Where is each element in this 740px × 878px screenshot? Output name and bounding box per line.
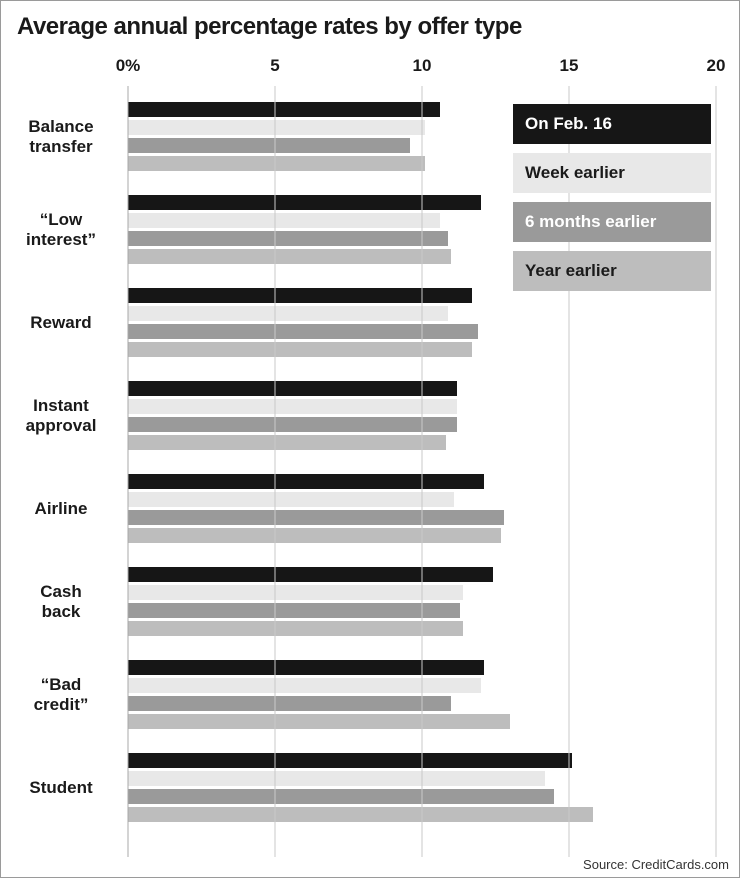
bar-group: Reward [30, 288, 716, 357]
bar [128, 714, 511, 729]
bar-group: Student [29, 753, 716, 822]
legend-item: Week earlier [513, 153, 711, 193]
bar [128, 156, 425, 171]
category-label: Cash back [40, 581, 82, 621]
bar-group: Balance transfer [28, 102, 716, 171]
axis-labels: 0% 5 10 15 20 [116, 53, 726, 83]
bar [128, 771, 546, 786]
bar [128, 120, 425, 135]
bar [128, 603, 461, 618]
legend-item: Year earlier [513, 251, 711, 291]
bar [128, 528, 502, 543]
bar [128, 399, 458, 414]
axis-tick-label: 15 [559, 56, 579, 75]
bar [128, 288, 472, 303]
category-label: Balance transfer [28, 116, 94, 156]
bar-group: Instant approval [26, 381, 716, 450]
legend-item: On Feb. 16 [513, 104, 711, 144]
bar [128, 621, 464, 636]
category-label: Reward [30, 312, 92, 332]
axis-tick-label: 20 [706, 56, 726, 75]
bar [128, 306, 449, 321]
bar [128, 567, 493, 582]
bar-groups: Balance transfer “Low interest” Reward Inst… [26, 102, 716, 846]
axis-baseline [127, 86, 129, 857]
bar [128, 231, 449, 246]
bar [128, 696, 452, 711]
bar [128, 474, 484, 489]
category-label: Instant approval [25, 395, 97, 435]
bar [128, 102, 440, 117]
bar [128, 213, 440, 228]
legend: On Feb. 16 Week earlier 6 months earlier Ye… [513, 104, 711, 300]
bar [128, 249, 452, 264]
bar [128, 324, 478, 339]
gridline [421, 86, 423, 857]
category-label: Airline [34, 498, 88, 518]
bar [128, 138, 411, 153]
page-title: Average annual percentage rates by offer… [17, 13, 522, 40]
legend-item: 6 months earlier [513, 202, 711, 242]
gridline [274, 86, 276, 857]
bar [128, 195, 481, 210]
gridline [715, 86, 717, 857]
bar [128, 789, 555, 804]
bar [128, 807, 593, 822]
bar [128, 510, 505, 525]
bar [128, 753, 572, 768]
category-label: Student [29, 777, 93, 797]
category-label: “Bad credit” [33, 674, 89, 714]
bar [128, 381, 458, 396]
chart: 0% 5 10 15 20 Balance transfer “Low interest”… [26, 53, 726, 857]
axis-tick-label: 5 [270, 56, 280, 75]
bar-group: “Low interest” [26, 195, 716, 264]
bar [128, 678, 481, 693]
axis-tick-label: 10 [412, 56, 432, 75]
source-text: Source: CreditCards.com [583, 857, 729, 872]
bar [128, 435, 446, 450]
bar [128, 585, 464, 600]
bar-group: Cash back [40, 567, 716, 636]
bar [128, 342, 472, 357]
category-label: “Low interest” [26, 209, 96, 249]
axis-tick-label: 0% [115, 56, 141, 75]
plot-area: Balance transfer “Low interest” Reward Inst… [26, 86, 717, 857]
gridline [568, 86, 570, 857]
bar [128, 417, 458, 432]
bar [128, 492, 455, 507]
bar [128, 660, 484, 675]
bar-group: Airline [35, 474, 716, 543]
bar-group: “Bad credit” [34, 660, 716, 729]
